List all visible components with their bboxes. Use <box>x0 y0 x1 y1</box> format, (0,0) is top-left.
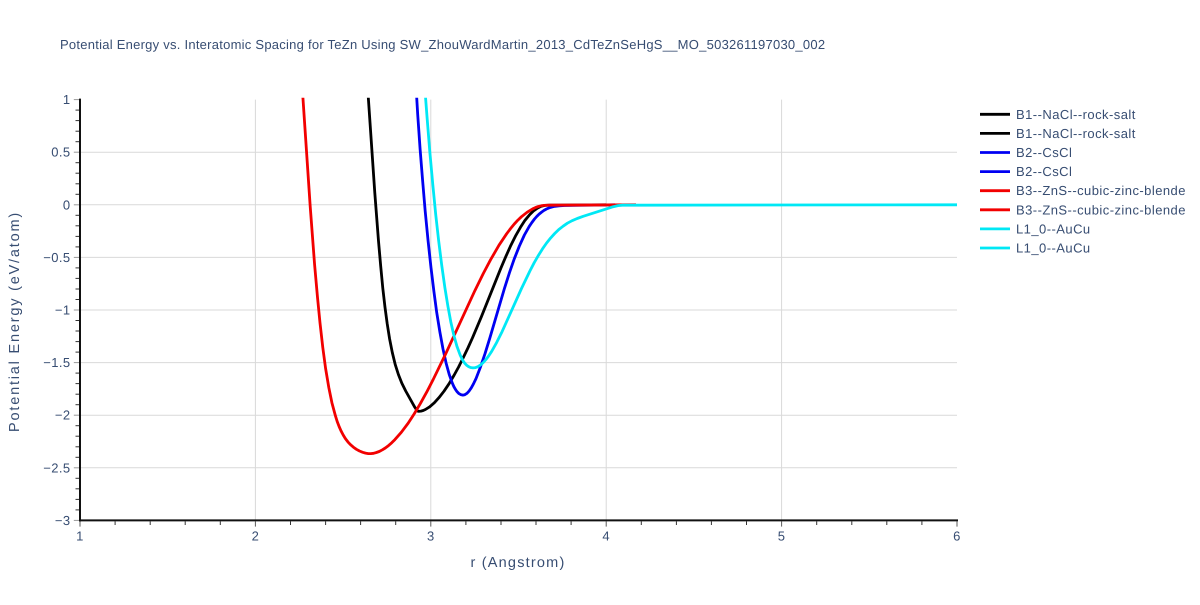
svg-text:2: 2 <box>252 529 260 544</box>
svg-text:−0.5: −0.5 <box>43 250 70 265</box>
svg-text:3: 3 <box>427 529 435 544</box>
svg-text:r (Angstrom): r (Angstrom) <box>471 555 566 571</box>
svg-text:0: 0 <box>63 197 71 212</box>
svg-text:Potential Energy (eV/atom): Potential Energy (eV/atom) <box>7 211 23 432</box>
svg-text:1: 1 <box>76 529 84 544</box>
svg-text:B1--NaCl--rock-salt: B1--NaCl--rock-salt <box>1016 107 1136 122</box>
svg-text:−1: −1 <box>55 303 71 318</box>
svg-text:6: 6 <box>953 529 961 544</box>
svg-text:−1.5: −1.5 <box>43 355 70 370</box>
svg-text:5: 5 <box>778 529 786 544</box>
svg-text:L1_0--AuCu: L1_0--AuCu <box>1016 241 1091 256</box>
svg-text:B1--NaCl--rock-salt: B1--NaCl--rock-salt <box>1016 126 1136 141</box>
svg-text:1: 1 <box>63 92 71 107</box>
svg-text:B3--ZnS--cubic-zinc-blende: B3--ZnS--cubic-zinc-blende <box>1016 183 1186 198</box>
svg-text:B2--CsCl: B2--CsCl <box>1016 145 1072 160</box>
svg-text:4: 4 <box>602 529 610 544</box>
svg-text:B2--CsCl: B2--CsCl <box>1016 164 1072 179</box>
svg-text:−2: −2 <box>55 408 71 423</box>
svg-text:−3: −3 <box>55 513 71 528</box>
svg-text:B3--ZnS--cubic-zinc-blende: B3--ZnS--cubic-zinc-blende <box>1016 202 1186 217</box>
svg-text:L1_0--AuCu: L1_0--AuCu <box>1016 221 1091 236</box>
svg-text:−2.5: −2.5 <box>43 460 70 475</box>
svg-text:Potential Energy vs. Interatom: Potential Energy vs. Interatomic Spacing… <box>60 37 825 52</box>
svg-text:0.5: 0.5 <box>51 145 70 160</box>
